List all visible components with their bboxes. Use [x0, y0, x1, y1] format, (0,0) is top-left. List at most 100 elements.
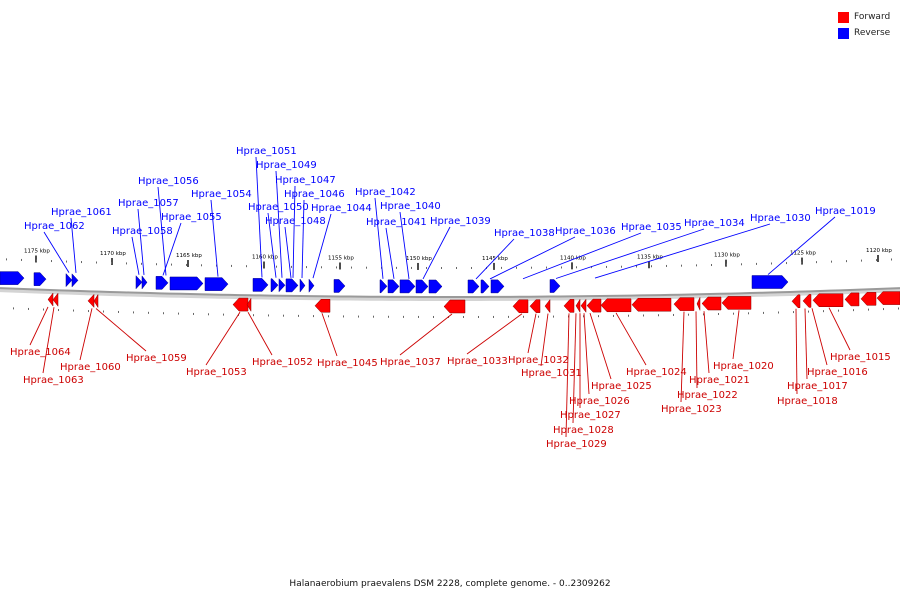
minor-tick — [441, 266, 442, 269]
minor-tick — [6, 258, 7, 261]
forward-gene-label-leader — [804, 308, 808, 380]
minor-tick — [51, 260, 52, 263]
minor-tick — [111, 261, 112, 264]
reverse-gene — [428, 279, 443, 294]
forward-gene — [721, 296, 752, 310]
minor-tick — [891, 258, 892, 261]
minor-tick — [433, 315, 434, 318]
reverse-gene-label-leader — [422, 226, 451, 280]
minor-tick — [576, 266, 577, 269]
scale-tick-label: 1170 kbp — [100, 251, 126, 257]
scale-tick-label: 1155 kbp — [328, 255, 354, 261]
forward-gene-label: Hprae_1022 — [677, 390, 738, 401]
reverse-gene-label-leader — [267, 212, 277, 278]
minor-tick — [276, 265, 277, 268]
reverse-gene-label-leader — [594, 223, 771, 279]
forward-gene — [580, 298, 587, 313]
forward-gene — [246, 297, 252, 313]
reverse-gene-label: Hprae_1049 — [256, 160, 317, 171]
reverse-gene-label-leader — [137, 208, 145, 275]
minor-tick — [673, 313, 674, 316]
minor-tick — [523, 315, 524, 318]
minor-tick — [583, 315, 584, 318]
reverse-swatch — [838, 27, 849, 39]
minor-tick — [388, 315, 389, 318]
forward-gene-label: Hprae_1026 — [569, 396, 630, 407]
minor-tick — [726, 263, 727, 266]
minor-tick — [313, 315, 314, 318]
minor-tick — [231, 264, 232, 267]
forward-gene — [529, 299, 541, 313]
scale-tick-label: 1140 kbp — [560, 255, 586, 261]
minor-tick — [666, 264, 667, 267]
reverse-gene-label: Hprae_1034 — [684, 218, 745, 229]
minor-tick — [636, 265, 637, 268]
reverse-gene — [204, 277, 229, 291]
reverse-gene-label-leader — [489, 236, 576, 280]
forward-gene — [512, 299, 529, 314]
minor-tick — [643, 314, 644, 317]
minor-tick — [13, 307, 14, 310]
forward-gene-label-leader — [680, 311, 685, 403]
minor-tick — [658, 314, 659, 317]
forward-gene-label: Hprae_1060 — [60, 362, 121, 373]
forward-gene-label: Hprae_1027 — [560, 410, 621, 421]
reverse-gene — [155, 276, 169, 290]
reverse-gene-label: Hprae_1051 — [236, 146, 297, 157]
minor-tick — [771, 262, 772, 265]
minor-tick — [21, 258, 22, 261]
forward-gene-label: Hprae_1025 — [591, 381, 652, 392]
forward-gene — [443, 299, 466, 314]
forward-gene — [544, 298, 551, 314]
reverse-gene — [135, 275, 143, 290]
reverse-gene — [751, 275, 789, 289]
minor-tick — [591, 266, 592, 269]
forward-gene — [52, 292, 59, 307]
minor-tick — [868, 308, 869, 311]
scale-tick-label: 1135 kbp — [637, 254, 663, 260]
minor-tick — [718, 313, 719, 316]
forward-gene-label: Hprae_1018 — [777, 396, 838, 407]
forward-gene — [844, 292, 860, 307]
reverse-gene — [65, 273, 73, 288]
minor-tick — [411, 266, 412, 269]
minor-tick — [651, 265, 652, 268]
reverse-gene-label-leader — [284, 226, 292, 278]
forward-gene-label: Hprae_1028 — [553, 425, 614, 436]
forward-gene-label-leader — [732, 310, 740, 360]
reverse-gene — [490, 279, 505, 294]
minor-tick — [28, 307, 29, 310]
reverse-gene-label: Hprae_1062 — [24, 221, 85, 232]
minor-tick — [553, 315, 554, 318]
forward-gene-label-leader — [321, 313, 338, 357]
minor-tick — [43, 308, 44, 311]
minor-tick — [471, 266, 472, 269]
legend-reverse: Reverse — [838, 25, 890, 41]
minor-tick — [216, 264, 217, 267]
forward-gene-label: Hprae_1037 — [380, 357, 441, 368]
minor-tick — [861, 259, 862, 262]
forward-gene-label-leader — [79, 308, 93, 361]
minor-tick — [606, 265, 607, 268]
minor-tick — [613, 314, 614, 317]
scale-tick-label: 1125 kbp — [790, 251, 816, 257]
scale-tick-label: 1160 kbp — [252, 254, 278, 260]
minor-tick — [883, 308, 884, 311]
minor-tick — [141, 262, 142, 265]
minor-tick — [171, 263, 172, 266]
minor-tick — [763, 311, 764, 314]
minor-tick — [733, 312, 734, 315]
minor-tick — [748, 312, 749, 315]
minor-tick — [223, 313, 224, 316]
legend-reverse-label: Reverse — [854, 28, 891, 38]
reverse-gene-label: Hprae_1041 — [366, 217, 427, 228]
minor-tick — [741, 263, 742, 266]
minor-tick — [756, 262, 757, 265]
reverse-gene-label-leader — [210, 199, 219, 277]
reverse-gene — [270, 278, 279, 292]
minor-tick — [298, 314, 299, 317]
forward-gene-label-leader — [811, 308, 828, 366]
reverse-gene-label-leader — [70, 217, 77, 273]
minor-tick — [126, 262, 127, 265]
forward-gene-label-leader — [42, 307, 55, 374]
